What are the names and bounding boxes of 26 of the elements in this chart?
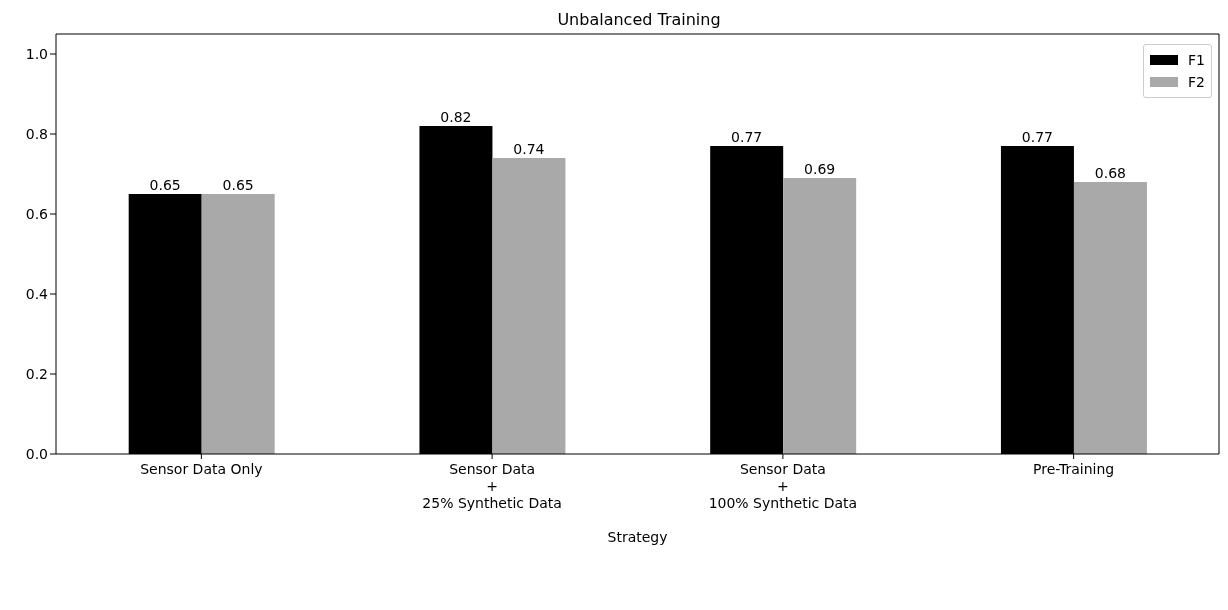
bar — [201, 194, 275, 454]
data-label: 0.68 — [1094, 165, 1127, 181]
x-tick-label: Sensor Data + 100% Synthetic Data — [708, 461, 858, 511]
y-tick-label: 0.6 — [25, 205, 49, 222]
data-label: 0.65 — [222, 177, 254, 193]
x-tick-label: Sensor Data + 25% Synthetic Data — [422, 461, 562, 511]
x-axis-title: Strategy — [607, 529, 668, 545]
data-label: 0.74 — [513, 141, 545, 157]
bar — [492, 158, 566, 454]
data-label: 0.77 — [1021, 129, 1054, 145]
data-label: 0.69 — [804, 161, 836, 177]
x-tick-label: Sensor Data Only — [140, 461, 263, 477]
data-label: 0.77 — [731, 129, 763, 145]
y-tick-label: 0.8 — [25, 125, 48, 142]
data-label: 0.82 — [440, 109, 472, 125]
y-tick-label: 0.0 — [25, 445, 48, 462]
data-label: 0.65 — [149, 177, 181, 193]
y-tick-label: 0.4 — [25, 285, 49, 302]
y-tick-label: 1.0 — [25, 45, 48, 62]
bar — [783, 178, 857, 454]
legend-label: F2 — [1188, 74, 1205, 90]
x-tick-label: Pre-Training — [1032, 461, 1115, 477]
chart-title: Unbalanced Training — [556, 10, 722, 29]
y-tick-label: 0.2 — [25, 365, 48, 382]
bar — [1073, 182, 1147, 454]
legend-label: F1 — [1188, 52, 1205, 68]
